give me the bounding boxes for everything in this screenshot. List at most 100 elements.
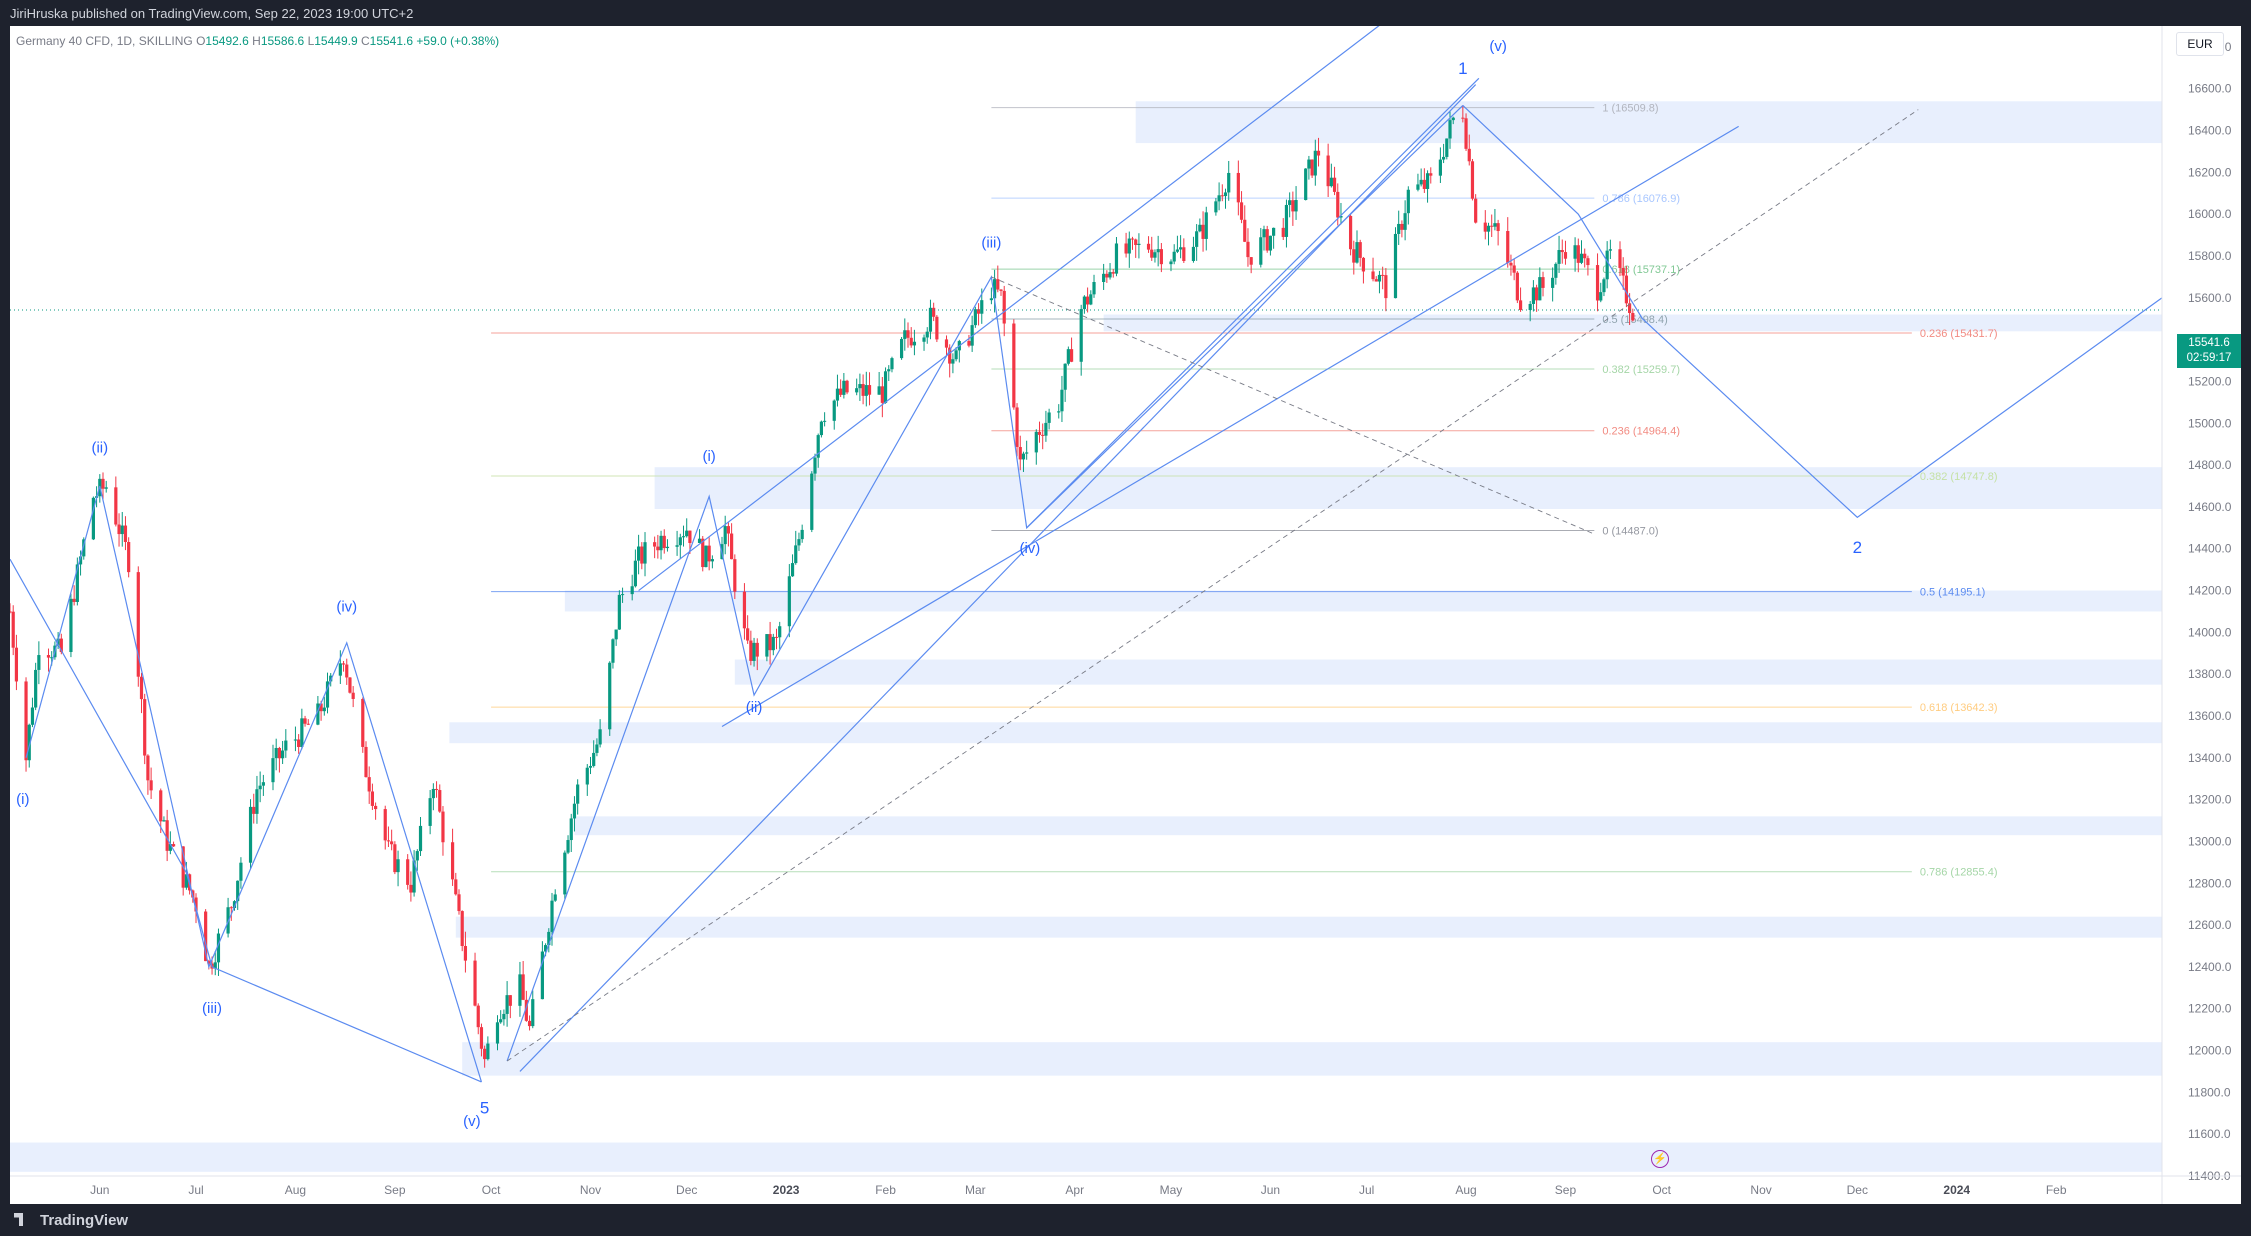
candle-body-71 (325, 681, 330, 708)
candle-body-342 (1541, 277, 1545, 288)
zone-3 (564, 590, 2162, 612)
candle-body-341 (1538, 277, 1542, 301)
candle-body-74 (341, 663, 346, 665)
candle-body-332 (1496, 223, 1500, 232)
candle-body-215 (973, 309, 977, 326)
candle-body-117 (531, 999, 535, 1027)
candle-body-357 (1608, 249, 1612, 251)
candle-body-226 (1021, 453, 1026, 460)
candle-body-311 (1403, 213, 1407, 230)
candle-body-178 (810, 473, 814, 530)
candles (10, 105, 2162, 1068)
candle-body-253 (1146, 243, 1151, 250)
candle-body-288 (1304, 168, 1308, 201)
candle-body-337 (1518, 300, 1523, 310)
candle-body-34 (162, 820, 166, 822)
fib-label-4: 0.382 (15259.7) (1602, 364, 1680, 376)
candle-body-272 (1227, 172, 1231, 193)
candle-body-261 (1179, 247, 1183, 250)
candle-body-139 (633, 560, 637, 587)
time-tick-7: 2023 (773, 1183, 800, 1197)
wave-label-11: (v) (1489, 38, 1507, 55)
candle-body-124 (566, 840, 570, 853)
candle-body-59 (274, 747, 278, 759)
candle-body-176 (797, 539, 801, 546)
candle-body-254 (1150, 249, 1154, 258)
candle-body-355 (1602, 279, 1606, 293)
candle-body-136 (617, 594, 621, 630)
candle-body-0 (10, 611, 12, 613)
candle-body-28 (136, 572, 140, 677)
candle-body-55 (255, 789, 259, 814)
candle-body-344 (1554, 263, 1558, 278)
candle-body-359 (1621, 267, 1625, 276)
candle-body-159 (723, 526, 727, 545)
candle-body-182 (823, 420, 827, 422)
zone-9 (10, 1142, 2162, 1172)
candle-body-56 (258, 785, 262, 790)
candle-body-144 (656, 546, 660, 551)
wave-label-2: (iii) (202, 1000, 222, 1017)
price-tick-10: 13400.0 (2188, 751, 2232, 765)
low-value: 15449.9 (314, 34, 358, 48)
candle-body-233 (1057, 411, 1061, 413)
candle-body-290 (1310, 159, 1314, 176)
candle-body-319 (1441, 156, 1446, 160)
candle-body-7 (37, 655, 41, 670)
candle-body-5 (30, 707, 35, 725)
candle-body-58 (271, 758, 275, 783)
candle-body-338 (1528, 303, 1532, 310)
candle-body-246 (1111, 272, 1115, 274)
candle-body-127 (576, 784, 580, 804)
price-tick-7: 12800.0 (2188, 876, 2232, 890)
candle-body-65 (300, 718, 304, 748)
time-tick-15: Sep (1555, 1183, 1577, 1197)
candle-body-13 (69, 598, 73, 652)
candle-body-304 (1374, 279, 1378, 282)
candle-body-217 (980, 300, 984, 314)
tradingview-logo[interactable]: TradingView (14, 1212, 128, 1229)
zone-6 (574, 816, 2163, 836)
candle-body-352 (1586, 258, 1590, 266)
candle-body-301 (1358, 242, 1362, 258)
candle-body-32 (149, 780, 153, 791)
candle-body-193 (877, 386, 881, 395)
lightning-icon[interactable]: ⚡ (1651, 1150, 1669, 1168)
time-tick-3: Sep (384, 1183, 406, 1197)
candle-body-317 (1429, 173, 1433, 176)
candle-body-235 (1063, 363, 1067, 390)
fib-label-5: 0.236 (14964.4) (1602, 426, 1680, 438)
candle-body-121 (550, 900, 554, 932)
candle-body-240 (1086, 296, 1090, 305)
candle-body-335 (1512, 265, 1516, 273)
candle-body-242 (1092, 282, 1096, 295)
chart-canvas[interactable]: 1 (16509.8) 0.786 (16076.9) 0.618 (15737.1… (10, 26, 2241, 1204)
candle-body-208 (944, 339, 949, 348)
symbol-legend: Germany 40 CFD, 1D, SKILLING O15492.6 H1… (16, 34, 499, 48)
candle-body-324 (1464, 118, 1468, 149)
candle-body-279 (1262, 229, 1266, 238)
candle-body-75 (345, 664, 349, 678)
candle-body-356 (1605, 250, 1609, 280)
chart-area[interactable]: 1 (16509.8) 0.786 (16076.9) 0.618 (15737.1… (10, 26, 2241, 1204)
downtrend-line (10, 558, 482, 1083)
candle-body-168 (765, 634, 769, 657)
candle-body-218 (989, 298, 993, 301)
high-value: 15586.6 (260, 34, 305, 48)
candle-body-255 (1153, 252, 1157, 258)
candle-body-37 (171, 844, 176, 847)
candle-body-321 (1448, 120, 1452, 139)
candle-body-94 (431, 788, 435, 799)
candle-body-137 (620, 594, 625, 596)
candle-body-169 (768, 634, 772, 651)
candle-body-78 (361, 698, 365, 747)
candle-body-298 (1348, 216, 1353, 250)
candle-body-173 (787, 576, 791, 627)
publish-header: JiriHruska published on TradingView.com,… (0, 0, 2251, 26)
price-tick-16: 14600.0 (2188, 500, 2232, 514)
candle-body-256 (1156, 249, 1160, 253)
candle-body-202 (912, 341, 917, 346)
candle-body-125 (569, 818, 573, 841)
time-tick-4: Oct (482, 1183, 501, 1197)
currency-button[interactable]: EUR (2176, 32, 2224, 56)
